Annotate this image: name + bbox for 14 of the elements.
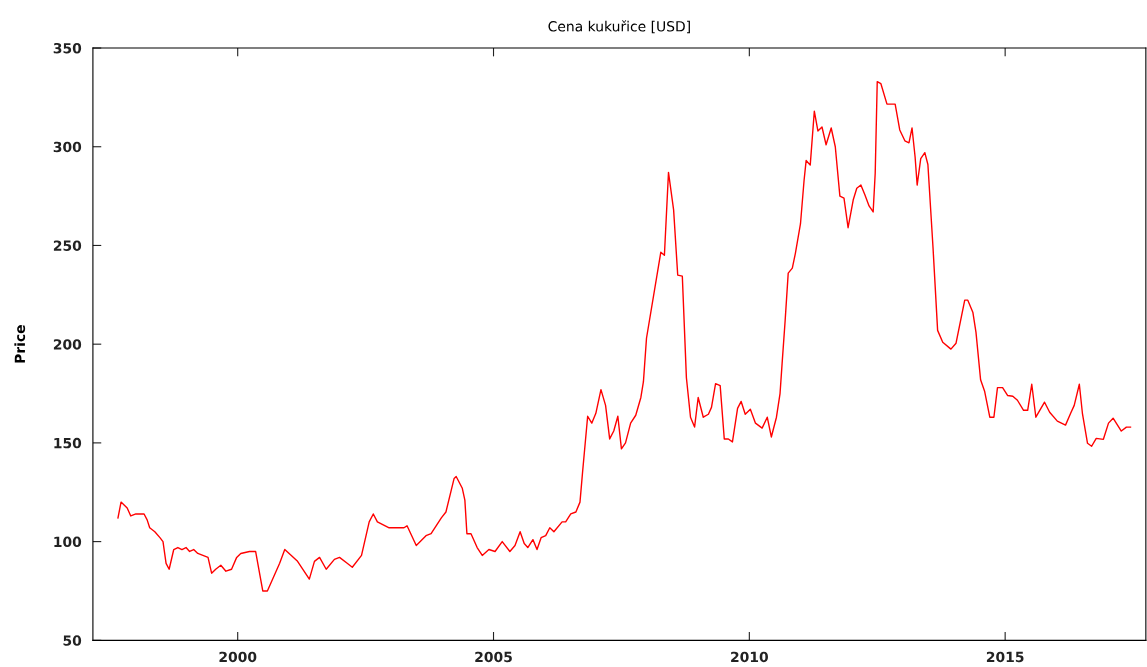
y-tick-label: 350 [53,42,82,54]
x-tick-label: 2010 [731,651,768,663]
y-tick-label: 150 [54,437,82,449]
y-tick-label: 100 [54,536,82,548]
y-tick-label: 300 [53,141,82,153]
x-tick-label: 2015 [986,651,1024,663]
x-tick-label: 2005 [475,651,512,663]
y-axis-title: Price [14,325,26,363]
y-tick-label: 50 [63,635,82,646]
x-tick-label: 2000 [219,651,257,663]
chart-title: Cena kukuřice [USD] [548,20,690,34]
y-tick-label: 200 [53,339,82,350]
line-series [117,80,1132,592]
y-tick-label: 250 [53,240,82,251]
